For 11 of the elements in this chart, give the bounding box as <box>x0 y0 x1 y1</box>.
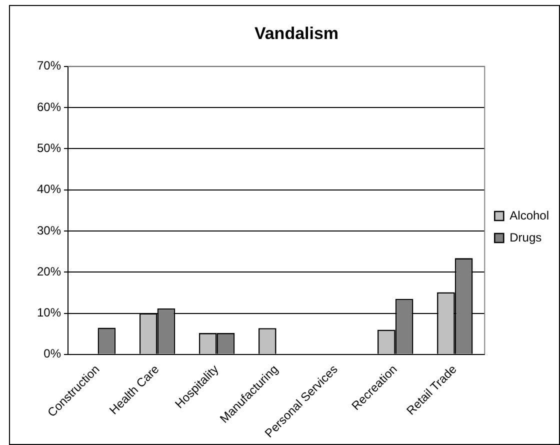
y-tick-label: 40% <box>36 182 62 196</box>
y-tick-label: 70% <box>36 58 62 73</box>
y-tick-label: 0% <box>44 346 62 361</box>
legend-label: Drugs <box>510 230 542 244</box>
y-tick-label: 50% <box>36 141 62 156</box>
chart-title: Vandalism <box>254 24 339 43</box>
y-tick-label: 20% <box>36 264 62 278</box>
legend-label: Alcohol <box>510 208 549 222</box>
y-tick-label: 10% <box>36 306 62 320</box>
y-tick-label: 30% <box>36 223 62 238</box>
y-tick-label: 60% <box>36 100 62 114</box>
